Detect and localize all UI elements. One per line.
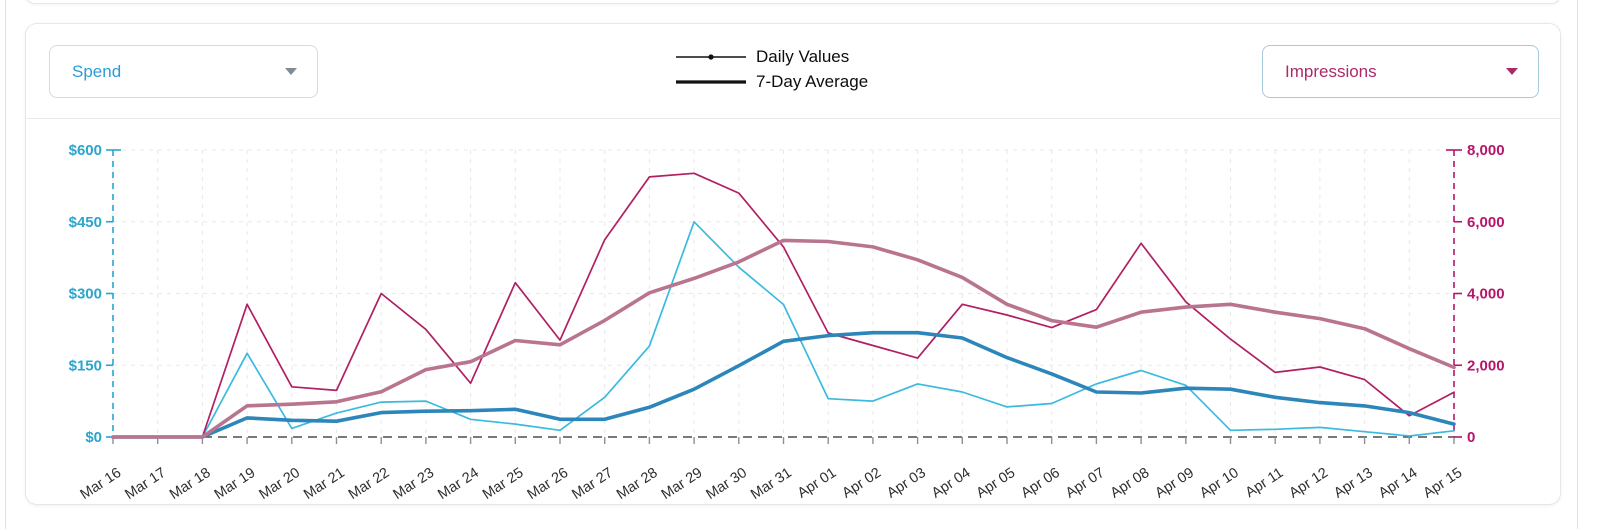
x-tick-label: Apr 01 <box>795 465 840 502</box>
x-tick-label: Mar 30 <box>703 465 750 503</box>
left-axis: $0 $150 $300 $450 $600 <box>69 142 121 446</box>
chart-legend: Daily Values 7-Day Average <box>676 46 868 93</box>
x-tick-label: Mar 25 <box>480 465 527 503</box>
x-tick-label: Mar 28 <box>614 465 661 503</box>
legend-item-7-day-average: 7-Day Average <box>676 71 868 93</box>
chart-area[interactable]: Mar 16 Mar 17 Mar 18 Mar 19 Mar 20 Mar 21 Mar … <box>26 119 1560 504</box>
left-axis-tick-label: $450 <box>69 214 102 231</box>
series-spend-7-day-average <box>111 330 1456 439</box>
thick-line-icon <box>676 80 746 84</box>
panel-left-border <box>5 0 6 529</box>
x-tick-label: Apr 08 <box>1108 465 1153 502</box>
chart-card: Spend Daily Values 7-Day Average <box>25 23 1561 505</box>
x-tick-label: Mar 24 <box>435 465 482 503</box>
x-tick-label: Apr 05 <box>974 465 1019 502</box>
x-tick-label: Apr 06 <box>1018 465 1063 502</box>
x-tick-label: Mar 29 <box>659 465 706 503</box>
x-tick-label: Apr 09 <box>1152 465 1197 502</box>
x-tick-label: Mar 18 <box>167 465 214 503</box>
right-axis-tick-label: 8,000 <box>1467 142 1505 159</box>
legend-label: 7-Day Average <box>756 72 869 91</box>
right-axis-tick-label: 6,000 <box>1467 214 1505 231</box>
x-tick-label: Mar 22 <box>346 465 393 503</box>
panel-right-border <box>1577 0 1578 529</box>
x-tick-label: Mar 19 <box>212 465 259 503</box>
legend-item-daily-values: Daily Values <box>676 46 868 68</box>
left-metric-dropdown-value: Spend <box>72 61 122 81</box>
x-tick-label: Apr 11 <box>1243 465 1287 501</box>
right-axis-tick-label: 0 <box>1467 429 1475 446</box>
left-axis-tick-label: $150 <box>69 357 102 374</box>
series-impressions-7-day-average <box>111 238 1456 439</box>
x-tick-label: Apr 04 <box>929 465 974 502</box>
series-impressions-daily-values <box>112 172 1455 438</box>
x-tick-label: Mar 21 <box>301 465 348 503</box>
left-axis-tick-label: $600 <box>69 142 102 159</box>
x-tick-label: Apr 10 <box>1197 465 1242 502</box>
x-tick-label: Apr 07 <box>1063 465 1108 502</box>
left-metric-dropdown[interactable]: Spend <box>49 45 318 98</box>
right-axis-tick-label: 2,000 <box>1467 357 1505 374</box>
x-tick-label: Apr 13 <box>1331 465 1376 502</box>
thin-line-with-dot-icon <box>676 54 746 60</box>
series-spend-daily-values <box>112 220 1455 438</box>
previous-card-edge <box>25 0 1561 4</box>
chart-card-header: Spend Daily Values 7-Day Average <box>26 24 1560 119</box>
right-metric-dropdown-value: Impressions <box>1285 61 1377 81</box>
x-tick-label: Mar 27 <box>569 465 616 503</box>
x-tick-label: Mar 31 <box>748 465 795 503</box>
x-tick-label: Apr 14 <box>1376 465 1421 502</box>
left-axis-tick-label: $0 <box>85 429 102 446</box>
x-tick-label: Mar 16 <box>78 465 125 503</box>
x-tick-label: Apr 12 <box>1287 465 1332 502</box>
x-tick-label: Mar 20 <box>256 465 303 503</box>
chevron-down-icon <box>285 68 297 75</box>
right-metric-dropdown[interactable]: Impressions <box>1262 45 1539 98</box>
x-tick-label: Apr 02 <box>840 465 885 502</box>
right-axis: 0 2,000 4,000 6,000 8,000 <box>1446 142 1505 446</box>
right-axis-tick-label: 4,000 <box>1467 286 1505 303</box>
x-tick-label: Apr 03 <box>884 465 929 502</box>
x-tick-label: Apr 15 <box>1421 465 1466 502</box>
gridlines <box>112 149 1455 437</box>
chevron-down-icon <box>1506 68 1518 75</box>
x-tick-label: Mar 17 <box>122 465 169 503</box>
x-tick-label: Mar 23 <box>391 465 438 503</box>
left-axis-tick-label: $300 <box>69 286 102 303</box>
legend-label: Daily Values <box>756 47 850 66</box>
x-tick-label: Mar 26 <box>525 465 572 503</box>
